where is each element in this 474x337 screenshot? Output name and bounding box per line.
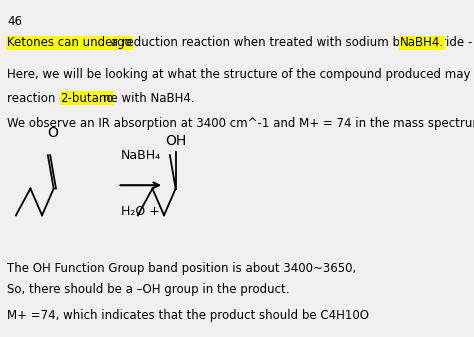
Text: NaBH₄: NaBH₄ (121, 149, 161, 162)
Text: M+ =74, which indicates that the product should be C4H10O: M+ =74, which indicates that the product… (7, 309, 369, 322)
Text: Ketones can undergo: Ketones can undergo (7, 36, 132, 50)
Text: 2-butano: 2-butano (60, 92, 114, 104)
Text: NaBH4.: NaBH4. (400, 36, 444, 50)
Text: ne with NaBH4.: ne with NaBH4. (102, 92, 194, 104)
Text: OH: OH (165, 134, 186, 148)
Text: H₂O +: H₂O + (121, 205, 160, 218)
Text: The OH Function Group band position is about 3400~3650,: The OH Function Group band position is a… (7, 263, 356, 275)
Text: reaction of: reaction of (7, 92, 74, 104)
Text: We observe an IR absorption at 3400 cm^-1 and M+ = 74 in the mass spectrum.: We observe an IR absorption at 3400 cm^-… (7, 117, 474, 130)
Text: a reduction reaction when treated with sodium borohydride -: a reduction reaction when treated with s… (107, 36, 474, 50)
Text: 46: 46 (7, 15, 22, 28)
Text: Here, we will be looking at what the structure of the compound produced may be i: Here, we will be looking at what the str… (7, 68, 474, 81)
Text: O: O (47, 126, 58, 140)
Text: So, there should be a –OH group in the product.: So, there should be a –OH group in the p… (7, 282, 290, 296)
